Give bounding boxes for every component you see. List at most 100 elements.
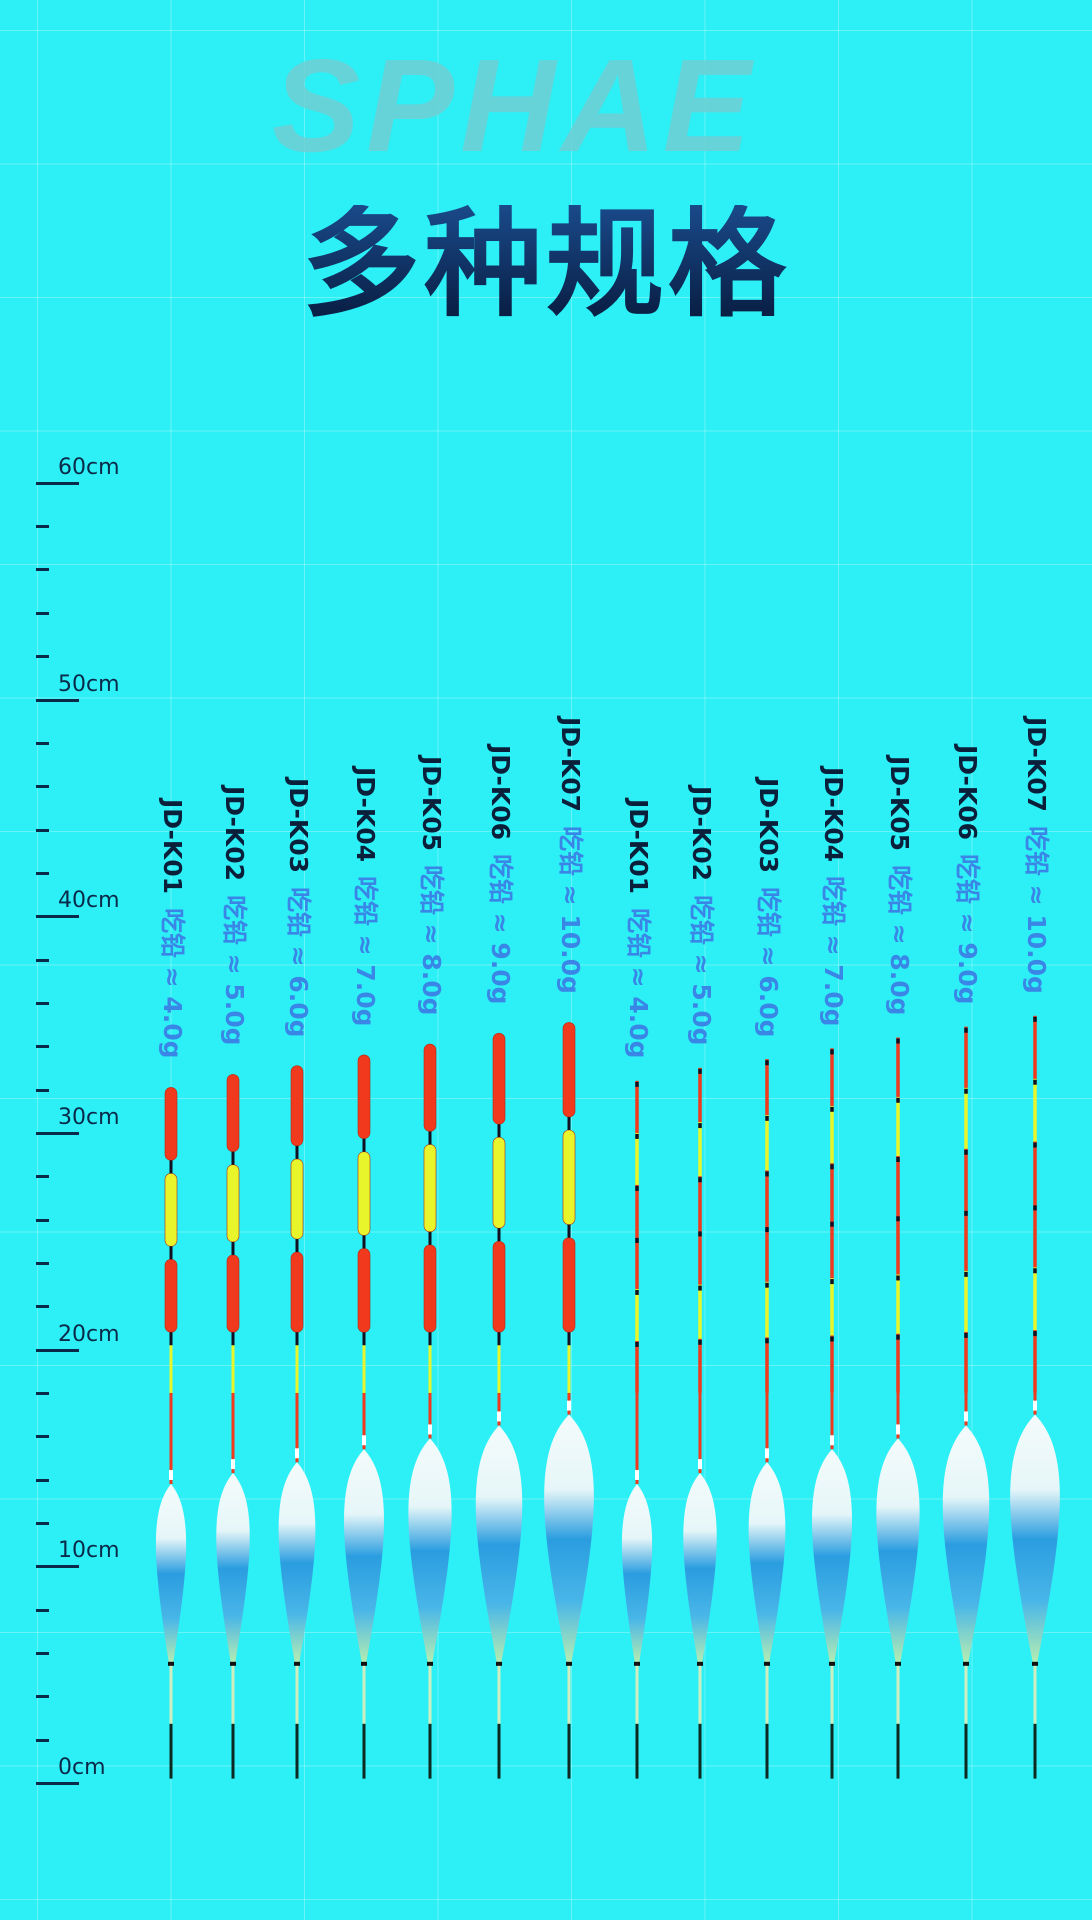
- ruler-tick: [36, 568, 49, 572]
- float-model: JD-K07: [556, 716, 585, 812]
- float-ring: [566, 1661, 572, 1666]
- float-tip-segment: [290, 1251, 304, 1333]
- float-lead-weight: 吃铅 ≈ 4.0g: [624, 908, 653, 1059]
- float-lead-weight: 吃铅 ≈ 5.0g: [220, 895, 249, 1046]
- float-tip-segment: [164, 1259, 178, 1333]
- ruler-tick: [36, 1738, 49, 1742]
- float-tip-segment: [290, 1065, 304, 1147]
- float-lead-weight: 吃铅 ≈ 8.0g: [885, 865, 914, 1016]
- ruler-tick: [36, 1001, 49, 1005]
- float-lead-weight: 吃铅 ≈ 10.0g: [1022, 825, 1051, 994]
- float-ring: [361, 1661, 367, 1666]
- ruler-tick: [36, 1131, 79, 1135]
- float-tip-segment: [226, 1254, 240, 1333]
- float-tip-segment: [492, 1032, 506, 1125]
- float-tip-segment: [562, 1237, 576, 1333]
- float-ring: [168, 1661, 174, 1666]
- float-tip-segment: [164, 1087, 178, 1161]
- ruler-tick: [36, 1478, 49, 1482]
- ruler-tick: [36, 915, 79, 919]
- float-ring: [895, 1661, 901, 1666]
- ruler-tick: [36, 958, 49, 962]
- float-body: [1010, 1414, 1060, 1664]
- float-lead-weight: 吃铅 ≈ 5.0g: [687, 895, 716, 1046]
- float-lead-weight: 吃铅 ≈ 10.0g: [556, 825, 585, 994]
- ruler-tick: [36, 1348, 79, 1352]
- float-label: JD-K04 吃铅 ≈ 7.0g: [817, 767, 853, 1027]
- float-lead-weight: 吃铅 ≈ 8.0g: [417, 865, 446, 1016]
- brand-watermark-logo: SPHAE: [272, 32, 757, 179]
- float-body: [544, 1414, 594, 1664]
- ruler-tick: [36, 1695, 49, 1699]
- float-ring: [963, 1661, 969, 1666]
- float-tip-segment: [290, 1158, 304, 1240]
- ruler-tick: [36, 1175, 49, 1179]
- ruler-tick: [36, 1608, 49, 1612]
- float-label: JD-K02 吃铅 ≈ 5.0g: [218, 786, 254, 1046]
- float-model: JD-K01: [158, 799, 187, 895]
- float-ring: [764, 1661, 770, 1666]
- float-model: JD-K02: [687, 786, 716, 882]
- float-body: [748, 1462, 786, 1664]
- float-lead-weight: 吃铅 ≈ 6.0g: [284, 886, 313, 1038]
- float-body: [475, 1425, 523, 1664]
- float-tip-segment: [492, 1136, 506, 1229]
- float-body: [812, 1449, 852, 1664]
- float-model: JD-K03: [754, 777, 783, 873]
- float-lead-weight: 吃铅 ≈ 6.0g: [754, 886, 783, 1038]
- ruler-tick: [36, 481, 79, 485]
- ruler-tick: [36, 698, 79, 702]
- float-lead-weight: 吃铅 ≈ 7.0g: [819, 875, 848, 1027]
- float-body: [621, 1483, 653, 1664]
- ruler-label: 50cm: [58, 671, 120, 697]
- ruler-tick: [36, 525, 49, 529]
- float-tip-segment: [357, 1054, 371, 1139]
- float-tip-segment: [492, 1240, 506, 1333]
- ruler-tick: [36, 1521, 49, 1525]
- ruler-tick: [36, 655, 49, 659]
- float-label: JD-K01 吃铅 ≈ 4.0g: [622, 799, 658, 1059]
- ruler-tick: [36, 1088, 49, 1092]
- float-tip-segment: [226, 1074, 240, 1152]
- ruler-label: 20cm: [58, 1321, 120, 1347]
- float-body: [216, 1473, 250, 1664]
- float-ring: [634, 1661, 640, 1666]
- ruler-tick: [36, 1782, 79, 1785]
- float-model: JD-K04: [819, 766, 848, 862]
- float-tip-segment: [164, 1173, 178, 1247]
- float-label: JD-K03 吃铅 ≈ 6.0g: [282, 778, 318, 1038]
- float-body: [683, 1473, 717, 1664]
- float-lead-weight: 吃铅 ≈ 9.0g: [953, 854, 982, 1005]
- float-lead-weight: 吃铅 ≈ 9.0g: [486, 854, 515, 1005]
- float-model: JD-K02: [220, 786, 249, 882]
- ruler-tick: [36, 1305, 49, 1309]
- float-body: [942, 1425, 990, 1664]
- float-ring: [230, 1661, 236, 1666]
- float-ring: [294, 1661, 300, 1666]
- float-label: JD-K06 吃铅 ≈ 9.0g: [951, 745, 987, 1005]
- ruler-tick: [36, 1435, 49, 1439]
- float-tip-segment: [226, 1164, 240, 1243]
- float-ring: [496, 1661, 502, 1666]
- float-tip-segment: [423, 1043, 437, 1132]
- float-label: JD-K01 吃铅 ≈ 4.0g: [156, 799, 192, 1059]
- page-title: 多种规格: [0, 205, 1092, 323]
- float-ring: [697, 1661, 703, 1666]
- ruler-label: 10cm: [58, 1538, 120, 1564]
- float-tip-segment: [423, 1244, 437, 1333]
- float-label: JD-K05 吃铅 ≈ 8.0g: [883, 756, 919, 1016]
- float-label: JD-K07 吃铅 ≈ 10.0g: [1020, 717, 1056, 994]
- ruler-label: 60cm: [58, 454, 120, 480]
- float-label: JD-K03 吃铅 ≈ 6.0g: [752, 778, 788, 1038]
- float-model: JD-K06: [486, 745, 515, 841]
- float-tip-segment: [423, 1144, 437, 1233]
- float-tip-segment: [562, 1022, 576, 1118]
- float-tip-segment: [562, 1129, 576, 1225]
- float-ring: [829, 1661, 835, 1666]
- float-model: JD-K05: [885, 755, 914, 852]
- float-ring: [1032, 1661, 1038, 1666]
- float-ring: [427, 1661, 433, 1666]
- float-label: JD-K06 吃铅 ≈ 9.0g: [484, 745, 520, 1005]
- ruler-label: 40cm: [58, 888, 120, 914]
